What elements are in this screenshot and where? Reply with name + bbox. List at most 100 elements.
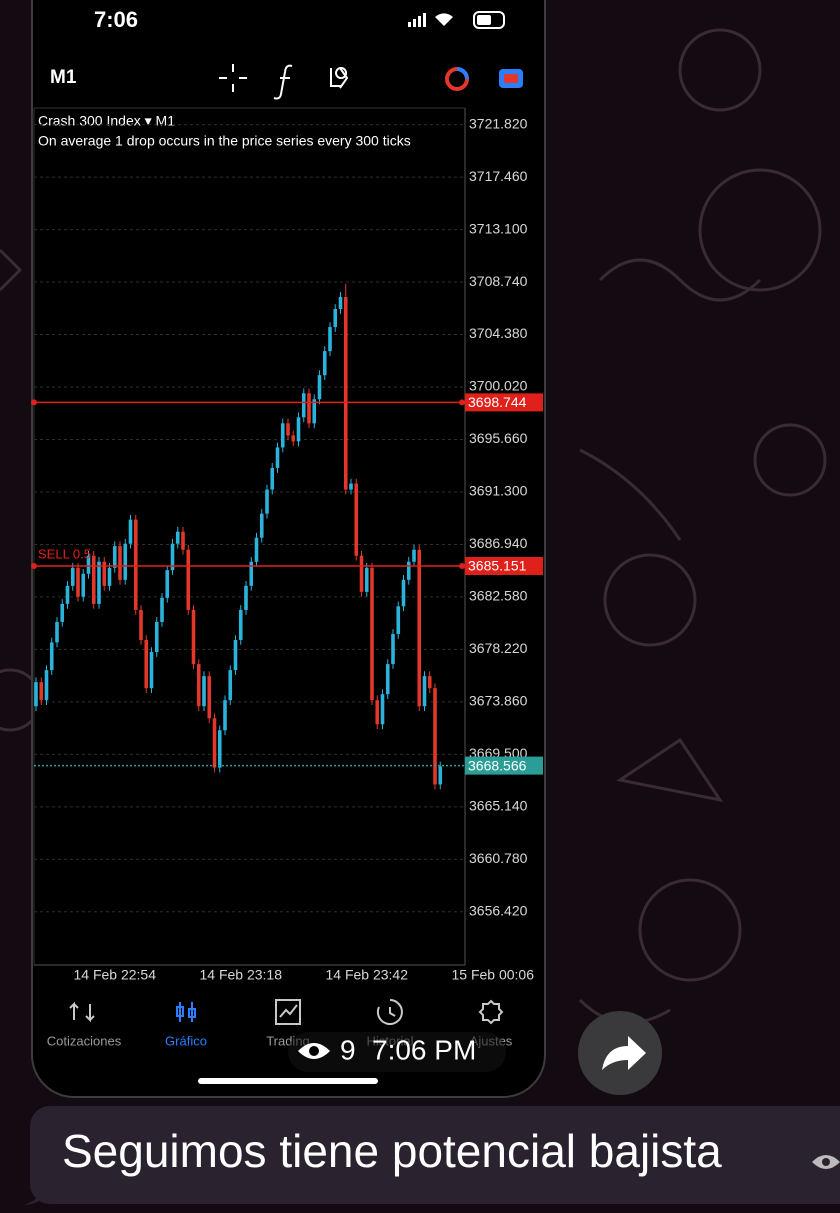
share-icon (602, 1036, 646, 1070)
tab[interactable]: Cotizaciones (47, 1001, 122, 1048)
chart-title: Crash 300 Index ▾ M1 (38, 113, 175, 129)
candle-body (433, 688, 437, 785)
views-icon-small (812, 1155, 840, 1169)
candle-body (286, 423, 290, 436)
candle-body (259, 513, 264, 538)
candle-body (123, 543, 128, 580)
candle-body (385, 664, 390, 695)
views-icon (298, 1043, 330, 1059)
candle-body (39, 682, 44, 701)
candle-body (144, 640, 149, 689)
candle-body (186, 549, 191, 610)
candle-body (364, 567, 369, 592)
candle-body (396, 606, 401, 634)
candle-body (44, 670, 49, 701)
phone-screen (31, 0, 546, 1098)
candle-body (338, 296, 343, 310)
x-tick-label: 14 Feb 23:18 (199, 967, 282, 983)
price-tag-label: 3685.151 (468, 558, 527, 574)
x-tick-label: 15 Feb 00:06 (451, 967, 534, 983)
timeframe-button[interactable]: M1 (50, 67, 77, 88)
y-tick-label: 3665.140 (469, 798, 528, 814)
y-tick-label: 3717.460 (469, 168, 528, 184)
candle-body (233, 640, 238, 671)
candle-body (422, 676, 427, 707)
candle-body (359, 555, 364, 592)
price-line-handle[interactable] (459, 399, 465, 406)
tab-icon (69, 1001, 95, 1023)
toolbar-icons[interactable] (219, 64, 523, 100)
y-tick-label: 3721.820 (469, 115, 528, 131)
chart: Crash 300 Index ▾ M1 On average 1 drop o… (31, 107, 543, 983)
candle-body (391, 633, 395, 665)
price-line-handle[interactable] (459, 562, 465, 569)
candle-body (354, 483, 359, 556)
candle-body (265, 489, 269, 514)
status-icons (408, 11, 505, 29)
candle-body (375, 700, 380, 725)
candle-body (196, 664, 201, 707)
candle-body (406, 561, 411, 580)
message-bubble (30, 1106, 840, 1204)
y-tick-label: 3708.740 (469, 273, 528, 289)
y-tick-label: 3713.100 (469, 220, 528, 236)
x-tick-label: 14 Feb 23:42 (325, 967, 408, 983)
tab-icon (176, 1002, 196, 1022)
message-time: 7:06 PM (372, 1034, 476, 1065)
candle-body (76, 567, 80, 597)
candle-body (317, 375, 322, 400)
candle-body (149, 652, 154, 689)
candle-body (322, 351, 327, 376)
candle-body (55, 621, 59, 643)
candle-body (165, 570, 170, 598)
tab[interactable]: Gráfico (165, 1002, 207, 1048)
candle-body (312, 399, 317, 424)
candle-body (175, 531, 180, 544)
candle-body (249, 561, 254, 586)
tab-icon (275, 999, 301, 1025)
candle-body (212, 718, 217, 768)
message-text: Seguimos tiene potencial bajista (62, 1125, 722, 1177)
trade-label: SELL 0.5 (38, 546, 91, 561)
candle-body (328, 327, 332, 352)
candle-body (427, 676, 432, 689)
candle-body (296, 417, 301, 442)
candle-body (170, 543, 175, 571)
candle-body (343, 296, 348, 490)
candle-body (128, 519, 133, 544)
candle-body (139, 609, 143, 641)
candle-body (97, 561, 101, 604)
candle-body (217, 730, 222, 768)
tab-icon (376, 999, 403, 1025)
candle-body (181, 531, 185, 550)
y-tick-label: 3700.020 (469, 378, 528, 394)
y-tick-label: 3686.940 (469, 535, 528, 551)
candle-body (49, 642, 54, 671)
y-tick-label: 3673.860 (469, 693, 528, 709)
candle-body (112, 546, 117, 568)
candle-body (275, 447, 280, 468)
candle-body (370, 567, 374, 701)
y-tick-label: 3660.780 (469, 850, 528, 866)
candle-body (412, 549, 416, 562)
candle-body (291, 435, 296, 442)
chart-subtitle: On average 1 drop occurs in the price se… (38, 133, 411, 149)
x-tick-label: 14 Feb 22:54 (73, 967, 156, 983)
tab-label: Cotizaciones (47, 1033, 122, 1048)
price-line-handle[interactable] (31, 399, 37, 406)
candle-body (160, 597, 164, 622)
candle-body (65, 585, 70, 604)
price-line-handle[interactable] (31, 562, 37, 569)
candle-body (118, 546, 122, 580)
candle-body (280, 423, 285, 448)
candle-body (191, 609, 196, 665)
view-count: 9 (340, 1034, 356, 1065)
y-tick-label: 3656.420 (469, 903, 528, 919)
candle-body (270, 467, 275, 490)
candle-body (380, 694, 385, 725)
candle-body (70, 567, 75, 586)
candle-body (401, 579, 406, 607)
y-tick-label: 3682.580 (469, 588, 528, 604)
